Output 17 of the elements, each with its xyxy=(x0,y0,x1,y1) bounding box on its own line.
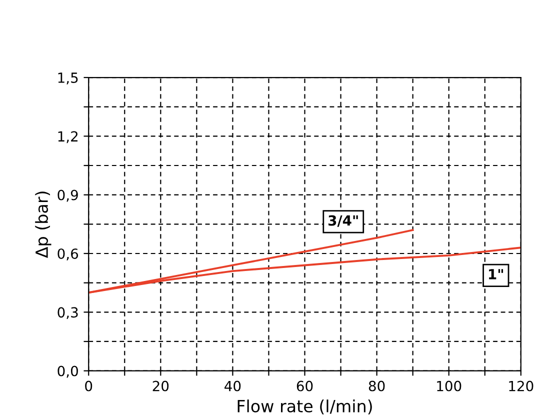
x-axis-title: Flow rate (l/min) xyxy=(238,400,372,414)
series-label: 1" xyxy=(489,269,504,280)
y-tick-label: 1,5 xyxy=(58,72,78,84)
x-tick-label: 60 xyxy=(296,380,313,392)
x-tick-label: 40 xyxy=(224,380,241,392)
y-tick-label: 0,0 xyxy=(58,366,78,378)
x-tick-label: 0 xyxy=(85,380,92,392)
x-tick-label: 20 xyxy=(152,380,169,392)
y-tick-label: 0,6 xyxy=(58,248,78,260)
y-axis-title: Δp (bar) xyxy=(35,192,52,258)
y-tick-label: 0,9 xyxy=(58,190,78,202)
x-tick-label: 120 xyxy=(509,380,534,392)
x-tick-label: 80 xyxy=(368,380,385,392)
y-tick-label: 1,2 xyxy=(58,131,78,144)
y-tick-label: 0,3 xyxy=(58,307,78,320)
series-label: 3/4" xyxy=(328,215,358,227)
x-tick-label: 100 xyxy=(437,380,462,392)
